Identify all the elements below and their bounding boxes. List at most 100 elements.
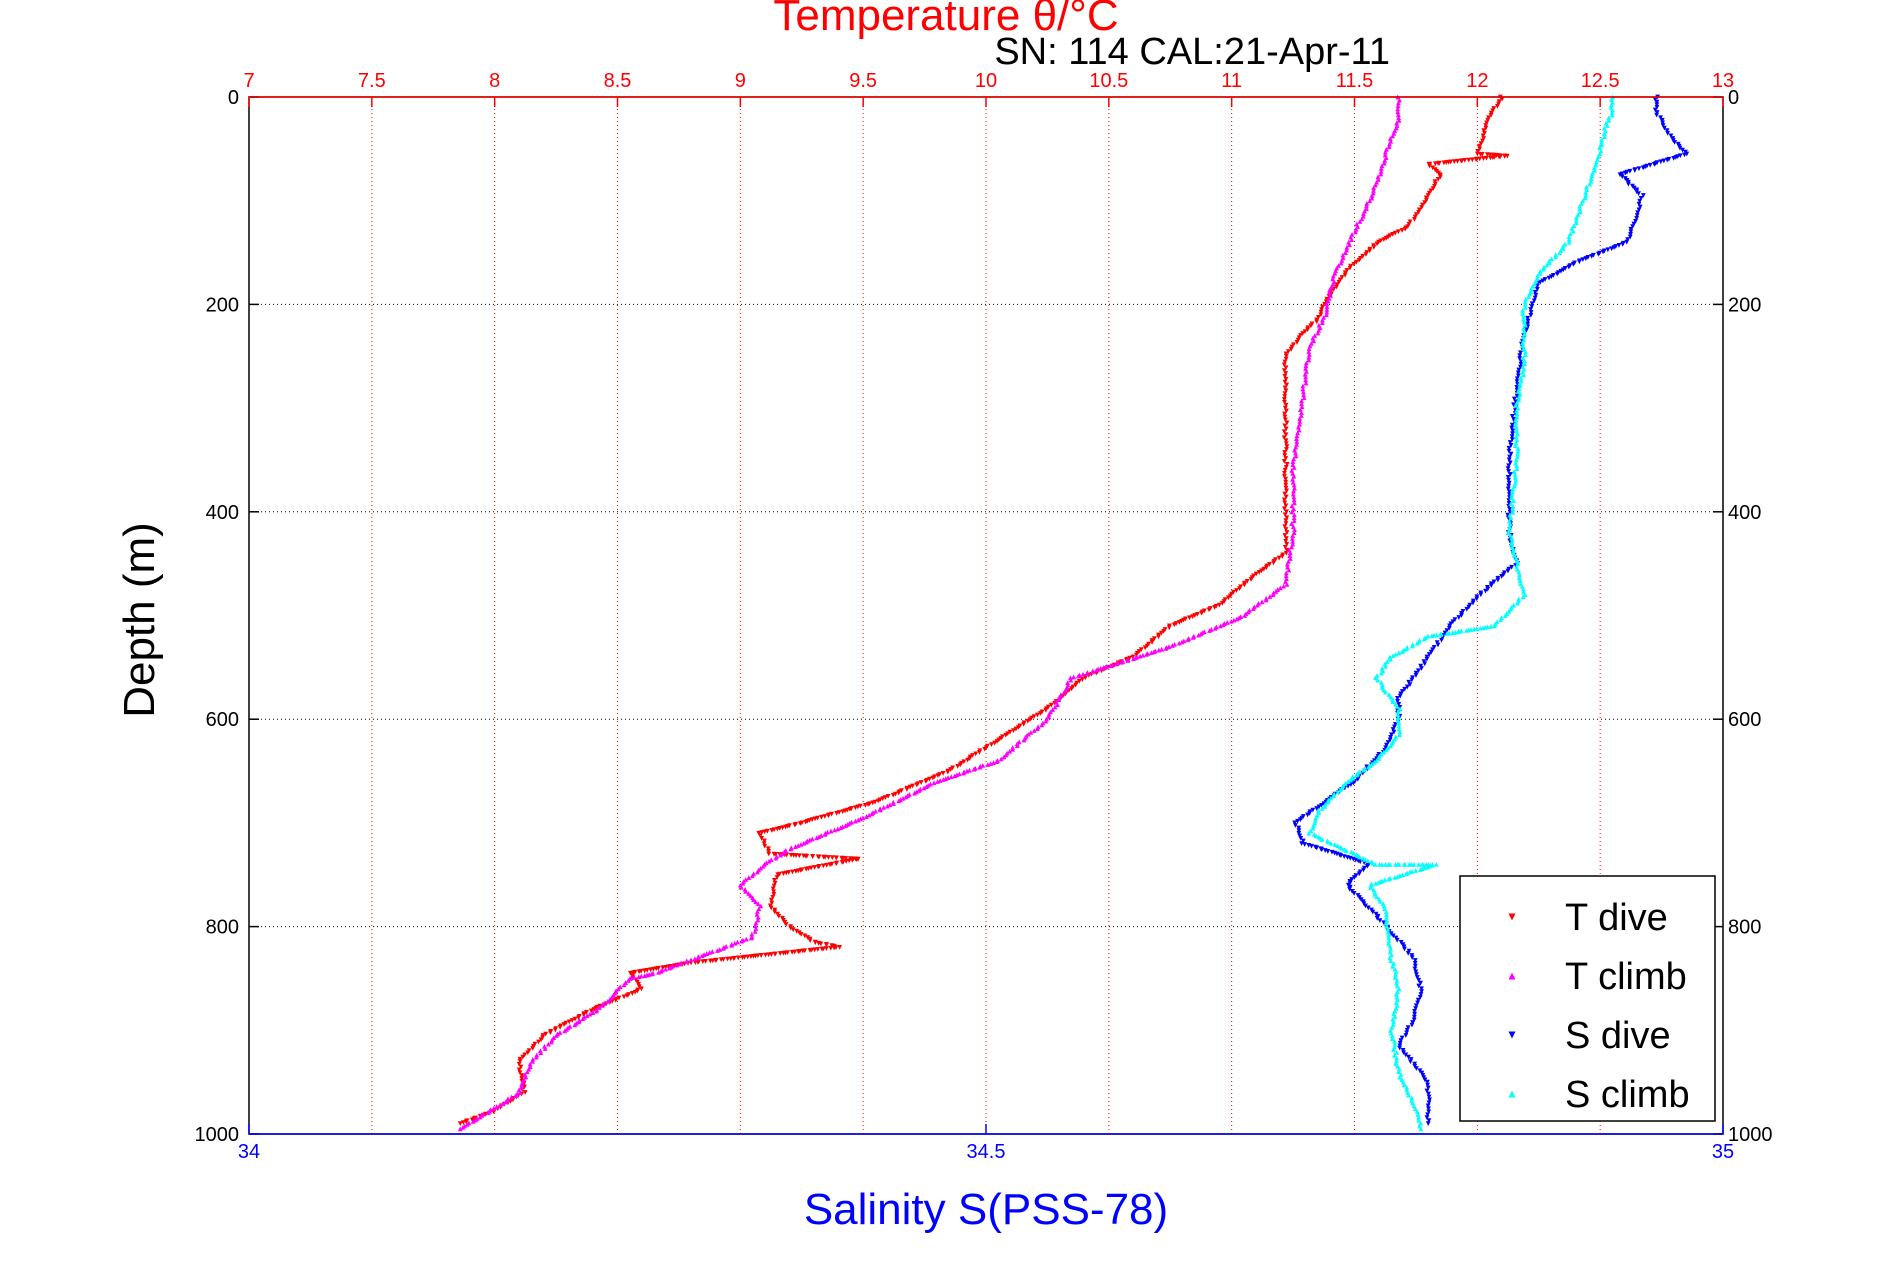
data-point: [1474, 596, 1480, 602]
data-point: [1343, 848, 1349, 854]
data-point: [1405, 1025, 1411, 1031]
data-point: [1362, 857, 1368, 862]
data-point: [1282, 391, 1288, 397]
data-point: [625, 978, 631, 983]
data-point: [1294, 436, 1299, 442]
data-point: [1406, 1092, 1411, 1098]
data-point: [1579, 201, 1584, 206]
data-point: [1291, 456, 1297, 462]
data-point: [1382, 906, 1387, 912]
data-point: [656, 969, 662, 975]
data-point: [1390, 727, 1396, 732]
data-point: [1416, 1117, 1422, 1123]
data-point: [1515, 431, 1520, 437]
data-point: [1284, 561, 1290, 567]
data-point: [1482, 130, 1487, 136]
data-point: [1075, 673, 1081, 679]
data-point: [1411, 1014, 1417, 1020]
data-point: [1294, 340, 1300, 345]
data-point: [1599, 142, 1605, 148]
data-point: [1424, 656, 1430, 662]
data-point: [1408, 1059, 1413, 1065]
data-point: [757, 833, 763, 839]
data-point: [809, 836, 815, 842]
data-point: [1393, 1061, 1399, 1066]
data-point: [1364, 863, 1370, 869]
data-point: [860, 815, 866, 821]
data-point: [500, 1101, 506, 1106]
data-point: [1283, 365, 1289, 371]
data-point: [1507, 521, 1513, 527]
data-point: [1027, 717, 1033, 723]
data-point: [1324, 306, 1330, 312]
data-point: [1404, 1030, 1410, 1036]
x-bottom-axis-label: Salinity S(PSS-78): [804, 1185, 1168, 1234]
data-point: [1283, 376, 1289, 382]
data-point: [1378, 171, 1384, 177]
data-point: [1662, 125, 1667, 131]
series-s-climb: [1306, 94, 1616, 1132]
data-point: [1562, 241, 1568, 247]
data-point: [819, 946, 825, 952]
data-point: [1509, 413, 1515, 419]
data-point: [562, 1028, 568, 1034]
data-point: [1314, 806, 1320, 811]
data-point: [1295, 430, 1301, 436]
data-point: [1537, 279, 1543, 285]
data-point: [977, 749, 982, 755]
data-point: [1220, 622, 1226, 628]
data-point: [1577, 209, 1583, 215]
data-point: [760, 863, 766, 869]
data-point: [1163, 645, 1169, 651]
data-point: [759, 836, 765, 841]
data-point: [1063, 687, 1069, 693]
data-point: [1525, 321, 1531, 327]
data-point: [1282, 423, 1288, 429]
data-point: [1522, 302, 1528, 307]
data-point: [783, 922, 789, 927]
data-point: [834, 810, 839, 816]
data-point: [912, 790, 917, 796]
data-point: [1509, 541, 1515, 547]
x-top-tick-label: 7: [243, 70, 254, 92]
axes: 0 0 200 200 400 400 600 600 800 800 1000 1000 7 7.5 8 8…: [195, 70, 1773, 1163]
data-point: [1052, 704, 1058, 710]
data-point: [1001, 754, 1007, 760]
data-point: [1419, 989, 1424, 995]
data-point: [1283, 521, 1289, 527]
data-point: [1509, 422, 1515, 428]
data-point: [1345, 779, 1351, 784]
data-point: [692, 956, 698, 962]
data-point: [1347, 886, 1352, 892]
data-point: [1516, 569, 1522, 575]
data-point: [1234, 588, 1239, 593]
data-point: [1480, 625, 1486, 631]
data-point: [735, 939, 740, 945]
data-point: [1311, 823, 1316, 828]
data-point: [566, 1019, 572, 1025]
data-point: [777, 951, 783, 956]
data-point: [1506, 483, 1512, 489]
data-point: [1306, 346, 1312, 352]
data-point: [1631, 221, 1637, 227]
data-point: [1305, 327, 1311, 333]
data-point: [1298, 413, 1304, 418]
data-point: [1515, 600, 1521, 606]
data-point: [1510, 486, 1516, 492]
data-point: [1410, 1100, 1415, 1106]
data-point: [732, 940, 738, 946]
data-point: [1055, 702, 1060, 707]
data-point: [1377, 898, 1383, 904]
data-point: [520, 1054, 526, 1060]
data-point: [814, 835, 820, 841]
data-point: [1425, 1121, 1431, 1127]
data-point: [457, 1121, 463, 1127]
data-point: [1521, 313, 1526, 319]
data-point: [1509, 434, 1515, 440]
data-point: [1512, 472, 1518, 477]
data-point: [1658, 159, 1664, 165]
data-point: [1392, 1014, 1398, 1019]
data-point: [795, 843, 801, 848]
data-point: [1291, 494, 1297, 500]
data-point: [1390, 696, 1396, 702]
